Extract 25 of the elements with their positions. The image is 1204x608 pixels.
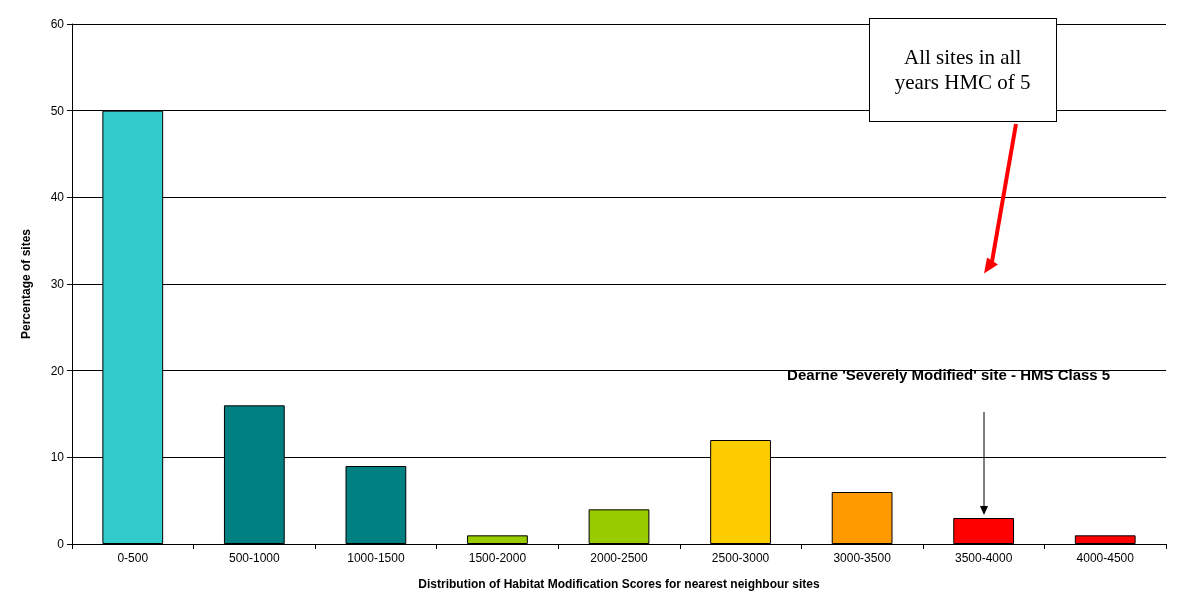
x-tick-label: 1000-1500 bbox=[347, 551, 405, 565]
bar bbox=[345, 466, 407, 544]
x-tick-label: 2500-3000 bbox=[711, 551, 770, 565]
bar bbox=[588, 509, 650, 544]
y-tick-label: 60 bbox=[50, 17, 65, 31]
x-tick-label: 1500-2000 bbox=[468, 551, 527, 565]
x-tick-label: 4000-4500 bbox=[1076, 551, 1135, 565]
x-tick-label: 2000-2500 bbox=[590, 551, 649, 565]
bar bbox=[953, 518, 1015, 544]
callout-box: All sites in all years HMC of 5 bbox=[868, 18, 1057, 122]
y-tick-label: 40 bbox=[50, 190, 65, 205]
y-axis-title: Percentage of sites bbox=[19, 228, 33, 340]
bar bbox=[1074, 535, 1136, 544]
bar bbox=[467, 535, 528, 544]
y-tick-label: 10 bbox=[50, 450, 65, 465]
x-tick-label: 3500-4000 bbox=[954, 551, 1013, 565]
x-tick-label: 3000-3500 bbox=[833, 551, 892, 565]
x-tick-label: 500-1000 bbox=[228, 551, 281, 565]
y-tick-label: 50 bbox=[50, 103, 65, 118]
y-tick-label: 30 bbox=[50, 277, 65, 291]
x-tick-label: 0-500 bbox=[117, 551, 149, 565]
x-axis-title: Distribution of Habitat Modification Scores for nearest neighbour sites bbox=[418, 577, 821, 591]
y-tick-label: 20 bbox=[50, 363, 65, 378]
y-tick-label: 0 bbox=[57, 537, 65, 551]
bar bbox=[831, 492, 893, 544]
